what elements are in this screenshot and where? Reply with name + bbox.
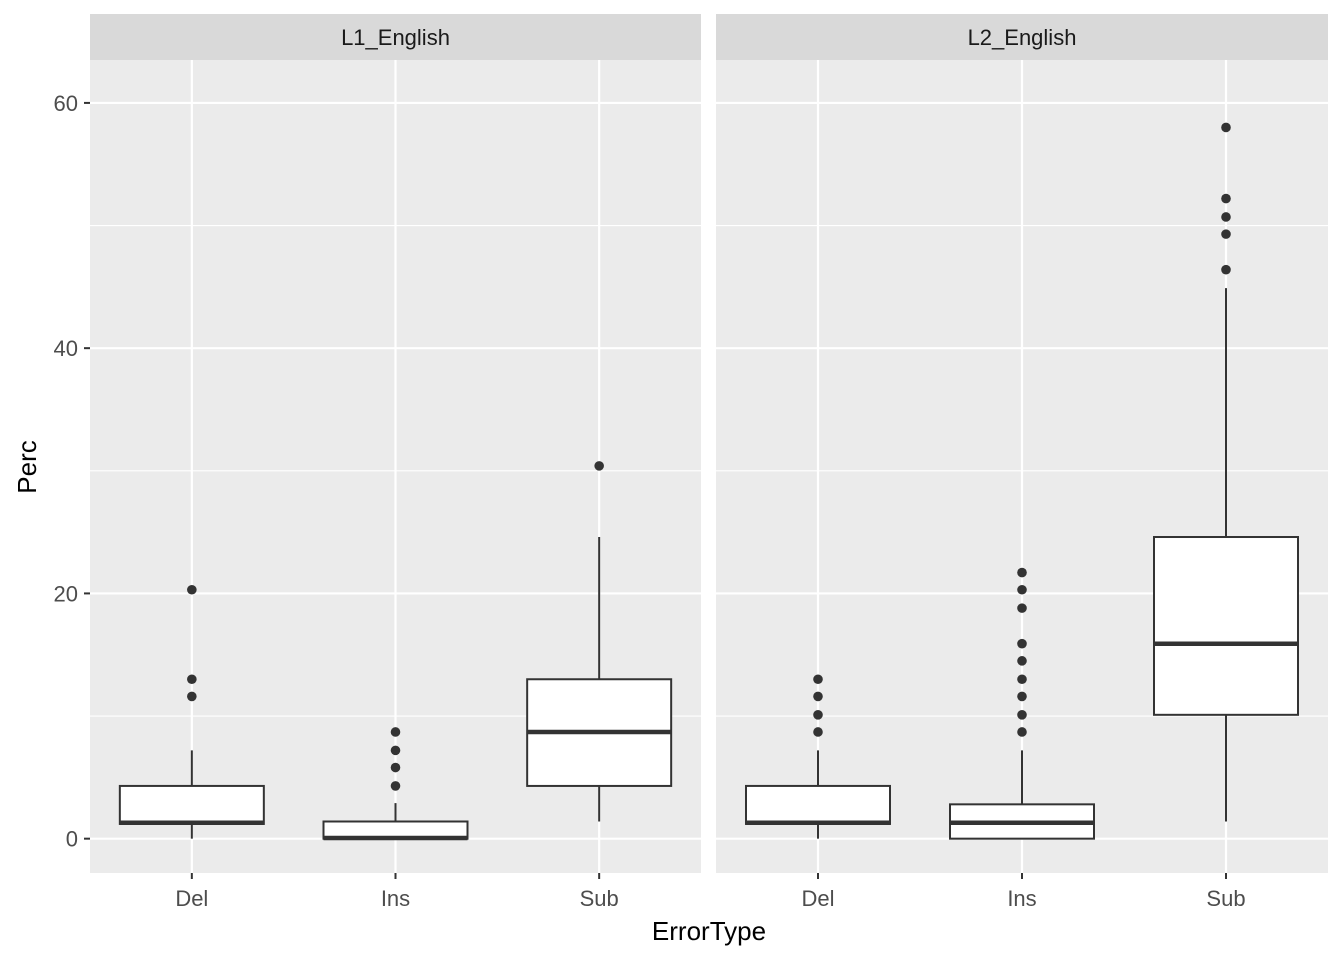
facet-strip <box>90 14 701 60</box>
x-tick-label: Del <box>801 886 834 911</box>
x-tick-label: Sub <box>1206 886 1245 911</box>
x-tick-label: Sub <box>580 886 619 911</box>
box-iqr <box>745 784 891 825</box>
outlier-point <box>1017 674 1027 685</box>
outlier-point <box>187 691 197 702</box>
outlier-point <box>1221 193 1231 204</box>
outlier-point <box>1017 638 1027 649</box>
outlier-point <box>1017 656 1027 666</box>
y-tick-label: 40 <box>54 336 78 361</box>
outlier-point <box>187 674 197 685</box>
facet-strip-label: L2_English <box>968 25 1077 50</box>
outlier-point <box>594 461 604 471</box>
outlier-point <box>1017 567 1027 578</box>
y-tick-label: 20 <box>54 581 78 606</box>
outlier-point <box>187 584 197 595</box>
facet-panel-2: L2_English Del Ins Sub <box>716 14 1328 911</box>
facet-panels: L1_English Del Ins Sub L2_English Del Ins Sub <box>90 14 1328 911</box>
box-del <box>118 584 265 839</box>
y-axis-title: Perc <box>12 440 42 493</box>
outlier-point <box>390 762 401 773</box>
y-tick-label: 0 <box>66 827 78 852</box>
box-iqr <box>118 784 265 825</box>
facet-strip <box>716 14 1328 60</box>
box-iqr <box>1153 536 1299 716</box>
box-ins <box>949 567 1095 840</box>
x-tick-label: Ins <box>1007 886 1036 911</box>
outlier-point <box>390 781 401 791</box>
outlier-point <box>1017 603 1027 613</box>
box-ins <box>322 727 469 841</box>
outlier-point <box>1017 691 1027 702</box>
x-axis-title: ErrorType <box>652 916 766 946</box>
outlier-point <box>1221 229 1231 239</box>
outlier-point <box>390 745 401 756</box>
y-axis: 0 20 40 60 <box>54 91 90 852</box>
x-tick-label: Del <box>175 886 208 911</box>
outlier-point <box>1221 212 1231 222</box>
outlier-point <box>1017 710 1027 720</box>
box-del <box>745 674 891 839</box>
outlier-point <box>1017 584 1027 595</box>
box-sub <box>526 461 673 822</box>
outlier-point <box>1221 122 1231 133</box>
outlier-point <box>1017 727 1027 737</box>
outlier-point <box>813 710 823 720</box>
facet-strip-label: L1_English <box>341 25 450 50</box>
facet-panel-1: L1_English Del Ins Sub <box>90 14 701 911</box>
x-tick-label: Ins <box>381 886 410 911</box>
box-sub <box>1153 122 1299 822</box>
outlier-point <box>390 727 401 737</box>
outlier-point <box>1221 264 1231 275</box>
outlier-point <box>813 674 823 685</box>
outlier-point <box>813 691 823 702</box>
outlier-point <box>813 727 823 737</box>
y-tick-label: 60 <box>54 91 78 116</box>
